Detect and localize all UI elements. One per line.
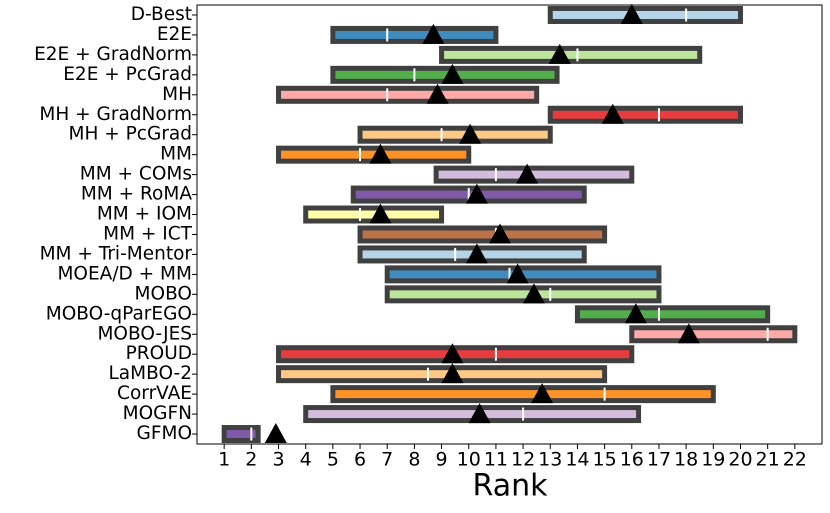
y-tick-label: MOBO-JES [97, 323, 192, 344]
range-bar [547, 5, 743, 24]
range-bar [221, 425, 261, 444]
y-tick-label: E2E + PcGrad [63, 64, 192, 85]
x-tick-label: 14 [565, 449, 589, 471]
x-tick-label: 19 [701, 449, 725, 471]
x-tick-label: 5 [327, 449, 339, 471]
y-tick-label: LaMBO-2 [109, 363, 193, 384]
range-bar [629, 325, 798, 344]
range-bar [547, 105, 743, 124]
y-tick-label: E2E [157, 24, 192, 45]
y-tick-label: E2E + GradNorm [34, 44, 192, 65]
y-tick-label: MM + RoMA [81, 184, 192, 205]
mean-marker [441, 363, 464, 384]
range-bar [384, 285, 662, 304]
x-tick-label: 3 [272, 449, 284, 471]
mean-marker [677, 323, 700, 344]
y-tick-label: MH [162, 84, 192, 105]
y-tick-label: MH + GradNorm [39, 104, 192, 125]
range-bar [357, 225, 608, 244]
mean-marker [620, 3, 643, 24]
range-bar [276, 365, 608, 384]
mean-marker [369, 203, 392, 224]
x-tick-label: 2 [245, 449, 257, 471]
range-bar [330, 25, 499, 44]
x-tick-label: 18 [674, 449, 698, 471]
mean-marker [264, 423, 287, 444]
mean-marker [506, 263, 529, 284]
mean-marker [441, 343, 464, 364]
x-tick-label: 1 [218, 449, 230, 471]
y-tick-label: MM + IOM [97, 204, 192, 225]
y-tick-label: PROUD [126, 343, 192, 364]
mean-marker [468, 403, 491, 424]
x-tick-label: 7 [381, 449, 393, 471]
x-tick-label: 21 [756, 449, 780, 471]
mean-marker [465, 243, 488, 264]
x-tick-label: 13 [538, 449, 562, 471]
mean-marker [548, 43, 571, 64]
y-tick-label: GFMO [137, 423, 193, 444]
mean-marker [531, 383, 554, 404]
x-tick-label: 4 [300, 449, 312, 471]
y-tick-label: MOEA/D + MM [57, 263, 192, 284]
mean-marker [369, 143, 392, 164]
y-tick-label: MM + Tri-Mentor [40, 243, 193, 264]
x-tick-label: 17 [647, 449, 671, 471]
y-tick-label: D-Best [131, 4, 192, 25]
mean-marker [522, 283, 545, 304]
y-tick-label: MM + ICT [103, 223, 193, 244]
x-tick-label: 16 [620, 449, 644, 471]
x-tick-label: 12 [511, 449, 535, 471]
y-tick-label: MOGFN [123, 403, 192, 424]
mean-marker [459, 123, 482, 144]
mean-marker [488, 223, 511, 244]
y-tick-label: MM [160, 144, 192, 165]
y-tick-label: MOBO [135, 283, 192, 304]
y-tick-label: MM + COMs [80, 164, 192, 185]
mean-marker [441, 63, 464, 84]
y-tick-label: MOBO-qParEGO [46, 303, 192, 324]
range-bar [574, 305, 771, 324]
y-tick-label: MH + PcGrad [69, 124, 192, 145]
mean-marker [516, 163, 539, 184]
y-tick-label: CorrVAE [117, 383, 192, 404]
range-bar [276, 85, 540, 104]
x-tick-label: 20 [728, 449, 752, 471]
range-bar [357, 125, 553, 144]
x-tick-label: 11 [484, 449, 508, 471]
mean-marker [422, 23, 445, 44]
x-axis-label: Rank [473, 469, 549, 504]
plot-frame [196, 4, 823, 445]
range-bar [330, 385, 716, 404]
x-tick-label: 9 [436, 449, 448, 471]
mean-marker [601, 103, 624, 124]
range-bar [439, 45, 703, 64]
x-tick-label: 10 [457, 449, 481, 471]
x-tick-label: 8 [408, 449, 420, 471]
x-tick-label: 6 [354, 449, 366, 471]
mean-marker [465, 183, 488, 204]
mean-marker [624, 303, 647, 324]
x-tick-label: 15 [593, 449, 617, 471]
mean-marker [426, 83, 449, 104]
x-tick-label: 22 [783, 449, 807, 471]
